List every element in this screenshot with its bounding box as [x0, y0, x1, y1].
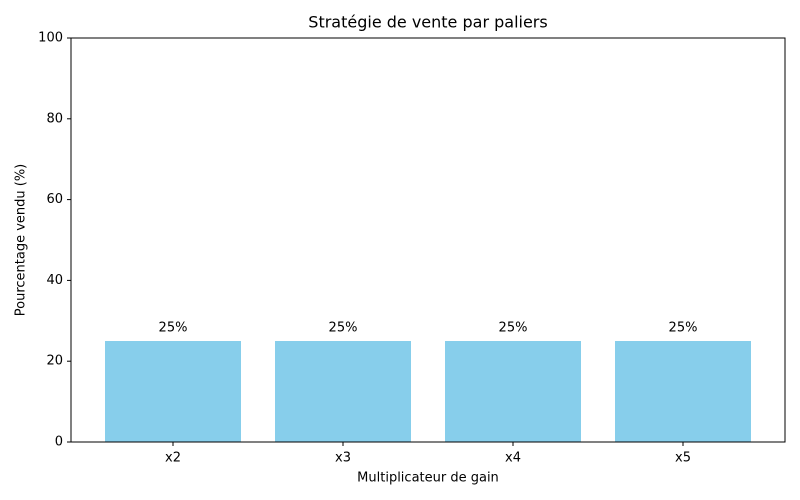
x-tick-label: x2	[165, 451, 181, 466]
chart-title: Stratégie de vente par paliers	[308, 13, 547, 32]
x-tick-label: x5	[675, 451, 691, 466]
y-tick-label: 100	[38, 31, 63, 46]
y-axis-label: Pourcentage vendu (%)	[14, 164, 29, 317]
x-tick-label: x4	[505, 451, 521, 466]
bar	[275, 341, 411, 442]
value-label: 25%	[499, 321, 528, 336]
bar	[105, 341, 241, 442]
x-tick-label: x3	[335, 451, 351, 466]
y-tick-label: 40	[46, 273, 63, 288]
value-label: 25%	[329, 321, 358, 336]
y-tick-label: 60	[46, 192, 63, 207]
y-tick-label: 0	[55, 435, 63, 450]
y-tick-label: 80	[46, 111, 63, 126]
bar	[615, 341, 751, 442]
value-label: 25%	[669, 321, 698, 336]
bar	[445, 341, 581, 442]
value-label: 25%	[159, 321, 188, 336]
y-tick-label: 20	[46, 354, 63, 369]
x-axis-label: Multiplicateur de gain	[357, 471, 499, 486]
plot-frame	[70, 37, 786, 443]
